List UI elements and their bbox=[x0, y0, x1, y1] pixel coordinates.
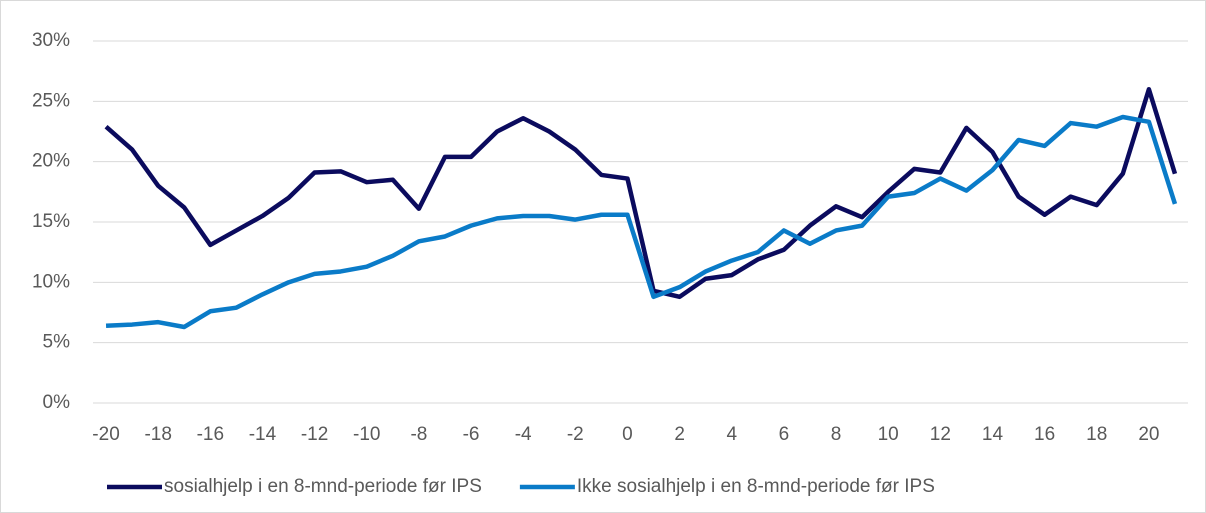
y-tick-label: 15% bbox=[32, 211, 70, 232]
y-tick-label: 0% bbox=[43, 392, 71, 413]
x-tick-label: -14 bbox=[249, 424, 277, 445]
x-tick-label: 6 bbox=[779, 424, 790, 445]
x-tick-label: -18 bbox=[144, 424, 171, 445]
x-tick-label: 20 bbox=[1138, 424, 1159, 445]
y-tick-label: 30% bbox=[32, 30, 70, 51]
legend-label: sosialhjelp i en 8-mnd-periode før IPS bbox=[164, 476, 482, 497]
x-tick-label: 4 bbox=[726, 424, 737, 445]
y-tick-label: 5% bbox=[43, 332, 71, 353]
x-tick-label: -20 bbox=[92, 424, 119, 445]
data-line bbox=[105, 114, 1178, 330]
x-tick-label: -8 bbox=[410, 424, 427, 445]
x-tick-label: -4 bbox=[515, 424, 532, 445]
data-line bbox=[104, 87, 1178, 300]
x-tick-label: 10 bbox=[878, 424, 899, 445]
x-tick-label: 12 bbox=[930, 424, 951, 445]
y-tick-label: 10% bbox=[32, 271, 70, 292]
y-tick-label: 25% bbox=[32, 90, 70, 111]
x-tick-label: 18 bbox=[1086, 424, 1107, 445]
y-tick-label: 20% bbox=[32, 151, 70, 172]
x-tick-label: -12 bbox=[301, 424, 328, 445]
x-tick-label: -6 bbox=[463, 424, 480, 445]
x-tick-label: 2 bbox=[674, 424, 685, 445]
x-tick-label: 14 bbox=[982, 424, 1004, 445]
x-tick-label: 8 bbox=[831, 424, 842, 445]
x-tick-label: -2 bbox=[567, 424, 584, 445]
x-tick-label: -16 bbox=[197, 424, 224, 445]
x-tick-label: -10 bbox=[353, 424, 380, 445]
legend-label: Ikke sosialhjelp i en 8-mnd-periode før … bbox=[577, 476, 935, 497]
x-tick-label: 16 bbox=[1034, 424, 1055, 445]
x-tick-label: 0 bbox=[622, 424, 633, 445]
